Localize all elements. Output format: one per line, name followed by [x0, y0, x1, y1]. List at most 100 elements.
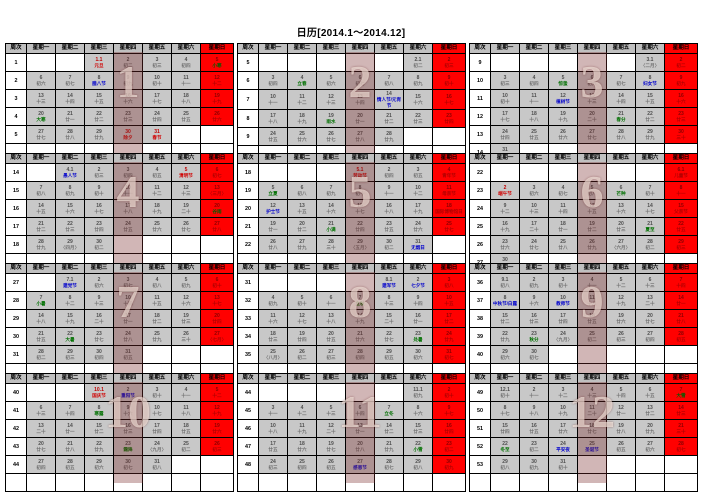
day-cell[interactable]: 4 初七 — [548, 181, 578, 200]
day-cell[interactable]: 12 十五 — [577, 199, 607, 218]
day-cell[interactable]: 24 廿九 — [432, 327, 466, 346]
day-cell[interactable]: 8 妇女节 — [635, 71, 665, 90]
day-cell[interactable]: 21 廿六 — [345, 327, 375, 346]
day-cell[interactable]: 23 初二 — [432, 437, 466, 456]
day-cell[interactable]: 24 廿七 — [519, 235, 549, 254]
day-cell[interactable]: 29 初三 — [55, 345, 85, 364]
day-cell[interactable]: 28 初二 — [26, 345, 56, 364]
day-cell[interactable]: 9 十三 — [84, 291, 114, 310]
day-cell[interactable]: 2 重阳节 — [113, 383, 143, 402]
day-cell[interactable]: 7 十四 — [55, 401, 85, 420]
day-cell[interactable]: 13 廿二 — [635, 401, 665, 420]
day-cell[interactable]: 27 初四 — [635, 327, 665, 346]
day-cell[interactable]: 10 初十 — [142, 71, 172, 90]
day-cell[interactable]: 9 十六 — [519, 291, 549, 310]
day-cell[interactable]: 26 廿六 — [200, 107, 234, 126]
day-cell[interactable]: 25 廿七 — [432, 217, 466, 236]
day-cell[interactable]: 12 植树节 — [548, 89, 578, 108]
day-cell[interactable]: 7 初七 — [55, 71, 85, 90]
day-cell[interactable]: 24 廿四 — [490, 125, 520, 144]
day-cell[interactable]: 4 初九 — [258, 291, 288, 310]
day-cell[interactable]: 5 初九 — [171, 273, 201, 292]
day-cell[interactable]: 21 廿九 — [374, 437, 404, 456]
day-cell[interactable]: 18 廿五 — [171, 419, 201, 438]
day-cell[interactable]: 28 初五 — [664, 327, 698, 346]
day-cell[interactable]: 20 廿三 — [606, 217, 636, 236]
day-cell[interactable]: 7.1 建党节 — [55, 273, 85, 292]
day-cell[interactable]: 13 二十 — [635, 291, 665, 310]
day-cell[interactable]: 4 十二 — [287, 401, 317, 420]
day-cell[interactable]: 27 廿八 — [345, 127, 375, 146]
day-cell[interactable]: 30 初七 — [519, 345, 549, 364]
day-cell[interactable]: 4 十三 — [577, 383, 607, 402]
day-cell[interactable]: 8 腊八节 — [84, 71, 114, 90]
day-cell[interactable]: 10 初十 — [490, 89, 520, 108]
day-cell[interactable]: 7 初十 — [635, 181, 665, 200]
day-cell[interactable]: 18 十九 — [142, 199, 172, 218]
day-cell[interactable]: 25 廿九 — [142, 327, 172, 346]
day-cell[interactable]: 15 廿二 — [84, 419, 114, 438]
day-cell[interactable]: 9 初十 — [84, 181, 114, 200]
day-cell[interactable]: 17 十八 — [258, 109, 288, 128]
day-cell[interactable]: 29 初五 — [374, 345, 404, 364]
day-cell[interactable]: 30 初六 — [403, 345, 433, 364]
day-cell[interactable]: 26 初二 — [287, 345, 317, 364]
day-cell[interactable]: 30 初七 — [113, 455, 143, 474]
day-cell[interactable]: 31 初七 — [432, 345, 466, 364]
day-cell[interactable]: 22 小雪 — [403, 437, 433, 456]
day-cell[interactable]: 21 夏至 — [635, 217, 665, 236]
day-cell[interactable]: 21 廿一 — [55, 107, 85, 126]
day-cell[interactable]: 20 廿四 — [200, 309, 234, 328]
day-cell[interactable]: 29 〈四月〉 — [55, 235, 85, 254]
day-cell[interactable]: 10.1 国庆节 — [84, 383, 114, 402]
day-cell[interactable]: 15 十六 — [55, 199, 85, 218]
day-cell[interactable]: 13 十七 — [200, 291, 234, 310]
day-cell[interactable]: 14 十六 — [316, 199, 346, 218]
day-cell[interactable]: 15 十七 — [345, 199, 375, 218]
day-cell[interactable]: 28 初七 — [374, 455, 404, 474]
day-cell[interactable]: 13 十五 — [287, 199, 317, 218]
day-cell[interactable]: 16 廿五 — [519, 419, 549, 438]
day-cell[interactable]: 8.1 建军节 — [374, 273, 404, 292]
day-cell[interactable]: 19 廿六 — [606, 309, 636, 328]
day-cell[interactable]: 27 廿七 — [26, 125, 56, 144]
day-cell[interactable]: 16 十九 — [490, 217, 520, 236]
day-cell[interactable]: 4 初五 — [142, 163, 172, 182]
day-cell[interactable]: 26 初三 — [200, 437, 234, 456]
day-cell[interactable]: 18 十八 — [171, 89, 201, 108]
day-cell[interactable]: 9 十六 — [113, 401, 143, 420]
day-cell[interactable]: 2.1 初二 — [403, 53, 433, 72]
day-cell[interactable]: 22 廿五 — [664, 217, 698, 236]
day-cell[interactable]: 17 十七 — [142, 89, 172, 108]
day-cell[interactable]: 11 十四 — [548, 199, 578, 218]
day-cell[interactable]: 20 廿五 — [316, 327, 346, 346]
day-cell[interactable]: 30 三十 — [664, 125, 698, 144]
day-cell[interactable]: 9 初九 — [664, 71, 698, 90]
day-cell[interactable]: 2 初四 — [374, 163, 404, 182]
day-cell[interactable]: 4 十一 — [171, 383, 201, 402]
day-cell[interactable]: 11 十八 — [171, 401, 201, 420]
day-cell[interactable]: 22 廿四 — [345, 217, 375, 236]
day-cell[interactable]: 11 母亲节 — [432, 181, 466, 200]
day-cell[interactable]: 25 圣诞节 — [577, 437, 607, 456]
day-cell[interactable]: 5 小寒 — [200, 53, 234, 72]
day-cell[interactable]: 3 初五 — [403, 163, 433, 182]
day-cell[interactable]: 30 除夕 — [113, 125, 143, 144]
day-cell[interactable]: 25 〈八月〉 — [258, 345, 288, 364]
day-cell[interactable]: 30 初二 — [374, 235, 404, 254]
day-cell[interactable]: 16 十八 — [374, 199, 404, 218]
day-cell[interactable]: 2 七夕节 — [403, 273, 433, 292]
day-cell[interactable]: 19 廿八 — [606, 419, 636, 438]
day-cell[interactable]: 26 三十 — [171, 327, 201, 346]
day-cell[interactable]: 3 初四 — [258, 71, 288, 90]
day-cell[interactable]: 16 十七 — [84, 199, 114, 218]
day-cell[interactable]: 28 初四 — [345, 345, 375, 364]
day-cell[interactable]: 19 雨水 — [316, 109, 346, 128]
day-cell[interactable]: 29 初八 — [490, 455, 520, 474]
day-cell[interactable]: 2 十一 — [519, 383, 549, 402]
day-cell[interactable]: 9.1 初八 — [490, 273, 520, 292]
day-cell[interactable]: 12 二十 — [316, 419, 346, 438]
day-cell[interactable]: 8 初九 — [403, 71, 433, 90]
day-cell[interactable]: 31 无烟日 — [403, 235, 433, 254]
day-cell[interactable]: 19 二十 — [171, 199, 201, 218]
